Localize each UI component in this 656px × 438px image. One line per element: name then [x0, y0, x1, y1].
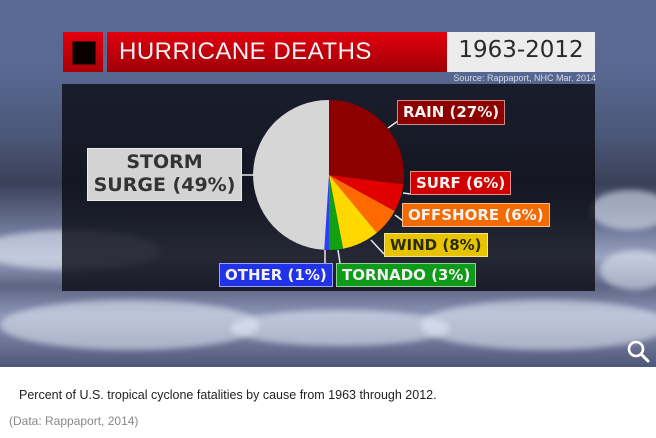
source-note: Source: Rappaport, NHC Mar. 2014: [453, 73, 596, 83]
label-rain: RAIN (27%): [397, 100, 506, 125]
label-storm-surge-line2: SURGE (49%): [93, 174, 236, 196]
label-surf: SURF (6%): [410, 171, 512, 195]
zoom-magnifier-icon[interactable]: [626, 339, 650, 363]
figure-caption: Percent of U.S. tropical cyclone fatalit…: [19, 388, 437, 402]
label-storm-surge-line1: STORM: [126, 151, 203, 173]
data-credit: (Data: Rappaport, 2014): [9, 414, 139, 428]
slice-other: [324, 175, 329, 251]
slice-tornado: [329, 175, 344, 251]
slice-rain: [329, 100, 404, 185]
chart-title: HURRICANE DEATHS: [119, 38, 372, 65]
slice-offshore: [329, 175, 395, 233]
year-range: 1963-2012: [458, 37, 584, 63]
label-storm-surge: STORM SURGE (49%): [87, 148, 242, 201]
year-range-box: 1963-2012: [447, 32, 595, 72]
pie-chart: [242, 99, 412, 264]
label-offshore: OFFSHORE (6%): [402, 203, 550, 227]
label-tornado: TORNADO (3%): [336, 263, 477, 287]
label-other: OTHER (1%): [219, 263, 333, 287]
slice-wind: [329, 175, 377, 249]
slice-storm-surge: [253, 99, 329, 250]
label-wind: WIND (8%): [384, 233, 488, 257]
header-logo-square: [63, 32, 103, 72]
chart-title-bar: HURRICANE DEATHS: [107, 32, 447, 72]
slice-surf: [329, 175, 404, 212]
